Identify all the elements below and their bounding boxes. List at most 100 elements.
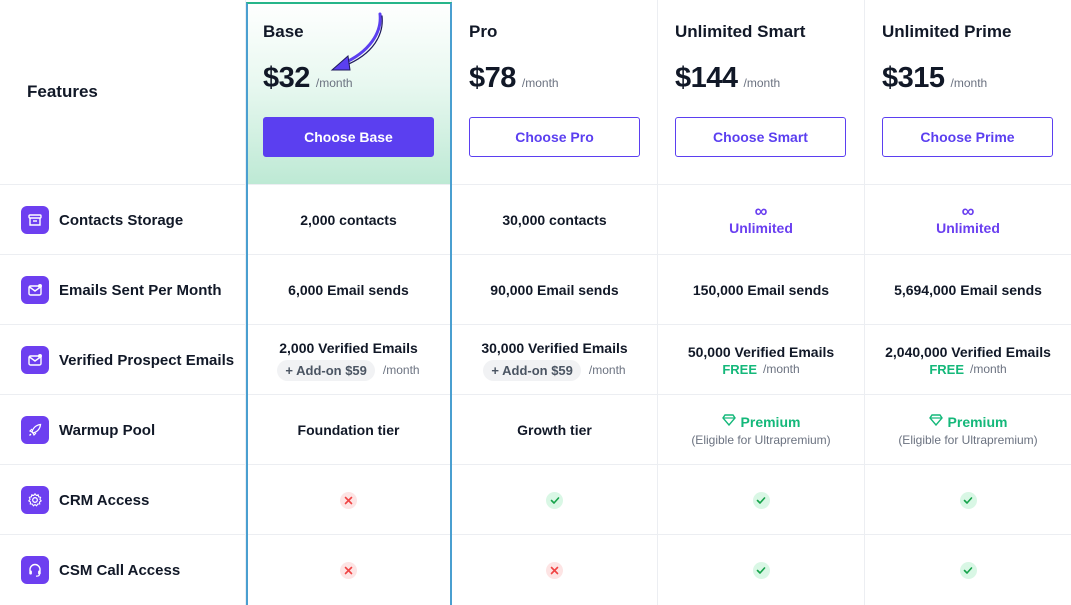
mail-check-icon [21,346,49,374]
feature-name: Verified Prospect Emails [59,351,235,369]
base-warmup-cell: Foundation tier [246,395,452,465]
plan-price: $144 /month [675,62,780,95]
plan-name: Base [263,22,304,41]
pro-verified-cell: 30,000 Verified Emails + Add-on $59 /mon… [452,325,658,395]
free-line: FREE /month [929,362,1006,377]
prime-contacts-cell: ∞ Unlimited [865,185,1071,255]
pro-crm-cell [452,465,658,535]
feature-name: Contacts Storage [59,211,184,229]
table-row-contacts-storage: Contacts Storage 2,000 contacts 30,000 c… [0,184,1071,255]
addon-line: + Add-on $59 /month [277,359,420,381]
free-label: FREE [929,361,964,377]
feature-label-cell: Verified Prospect Emails [0,325,246,395]
pro-csm-cell [452,535,658,605]
gear-icon [21,486,49,514]
choose-smart-button[interactable]: Choose Smart [675,117,846,157]
price-amount: $315 [882,62,945,94]
addon-badge[interactable]: + Add-on $59 [277,359,375,381]
table-row-verified-emails: Verified Prospect Emails 2,000 Verified … [0,324,1071,395]
addon-period: /month [588,363,626,377]
cross-icon [546,561,563,579]
pro-contacts-cell: 30,000 contacts [452,185,658,255]
cell-value: Foundation tier [297,422,400,438]
base-csm-cell [246,535,452,605]
rocket-icon [21,416,49,444]
cell-value: 2,000 Verified Emails [279,339,418,356]
prime-warmup-cell: Premium (Eligible for Ultrapremium) [865,395,1071,465]
prime-verified-cell: 2,040,000 Verified Emails FREE /month [865,325,1071,395]
plan-header-unlimited-smart: Unlimited Smart $144 /month Choose Smart [658,0,865,185]
price-period: /month [743,76,781,90]
smart-crm-cell [658,465,865,535]
features-title: Features [27,82,98,101]
plan-name: Unlimited Prime [882,22,1012,41]
feature-label-cell: CSM Call Access [0,535,246,605]
cell-value: 5,694,000 Email sends [894,282,1042,298]
addon-period: /month [382,363,420,377]
cell-value: 30,000 contacts [502,212,607,228]
choose-base-button[interactable]: Choose Base [263,117,434,157]
base-crm-cell [246,465,452,535]
cell-value: 2,000 contacts [300,212,397,228]
cross-icon [340,491,357,509]
cell-value: 2,040,000 Verified Emails [885,343,1051,360]
smart-emails-cell: 150,000 Email sends [658,255,865,325]
choose-pro-button[interactable]: Choose Pro [469,117,640,157]
feature-label-cell: CRM Access [0,465,246,535]
cell-value: 150,000 Email sends [692,282,830,298]
plan-header-pro: Pro $78 /month Choose Pro [452,0,658,185]
eligibility-note: (Eligible for Ultrapremium) [691,433,831,447]
feature-name: Emails Sent Per Month [59,281,222,299]
table-row-emails-sent: Emails Sent Per Month 6,000 Email sends … [0,254,1071,325]
plan-header-unlimited-prime: Unlimited Prime $315 /month Choose Prime [865,0,1071,185]
premium-label: Premium [947,414,1008,430]
infinity-icon: ∞ [961,201,975,221]
base-verified-cell: 2,000 Verified Emails + Add-on $59 /mont… [246,325,452,395]
base-emails-cell: 6,000 Email sends [246,255,452,325]
price-amount: $78 [469,62,516,94]
eligibility-note: (Eligible for Ultrapremium) [898,433,1038,447]
cell-value: 50,000 Verified Emails [687,343,835,360]
free-period: /month [762,362,800,376]
diamond-icon [928,413,943,431]
premium-label: Premium [740,414,801,430]
choose-prime-button[interactable]: Choose Prime [882,117,1053,157]
base-contacts-cell: 2,000 contacts [246,185,452,255]
feature-label-cell: Warmup Pool [0,395,246,465]
price-amount: $32 [263,62,310,94]
mail-open-icon [21,276,49,304]
price-period: /month [950,76,988,90]
free-period: /month [969,362,1007,376]
check-icon [959,561,977,579]
smart-warmup-cell: Premium (Eligible for Ultrapremium) [658,395,865,465]
addon-badge[interactable]: + Add-on $59 [483,359,581,381]
feature-label-cell: Emails Sent Per Month [0,255,246,325]
pro-warmup-cell: Growth tier [452,395,658,465]
diamond-icon [721,413,736,431]
check-icon [546,491,563,509]
prime-crm-cell [865,465,1071,535]
addon-line: + Add-on $59 /month [483,359,626,381]
premium-line: Premium [721,413,801,431]
annotation-arrow-icon [330,12,383,71]
pro-emails-cell: 90,000 Email sends [452,255,658,325]
archive-box-icon [21,206,49,234]
plan-price: $78 /month [469,62,559,95]
infinity-icon: ∞ [754,201,768,221]
smart-verified-cell: 50,000 Verified Emails FREE /month [658,325,865,395]
table-row-crm-access: CRM Access [0,464,1071,535]
free-line: FREE /month [722,362,799,377]
premium-line: Premium [928,413,1008,431]
feature-name: Warmup Pool [59,421,156,439]
plan-header-base: Base $32 /month Choose Base [246,0,452,185]
plan-name: Pro [469,22,498,41]
prime-csm-cell [865,535,1071,605]
smart-csm-cell [658,535,865,605]
check-icon [752,561,770,579]
plan-price: $32 /month [263,62,353,95]
cell-value: Growth tier [517,422,592,438]
price-amount: $144 [675,62,738,94]
feature-name: CSM Call Access [59,561,181,579]
feature-label-cell: Contacts Storage [0,185,246,255]
